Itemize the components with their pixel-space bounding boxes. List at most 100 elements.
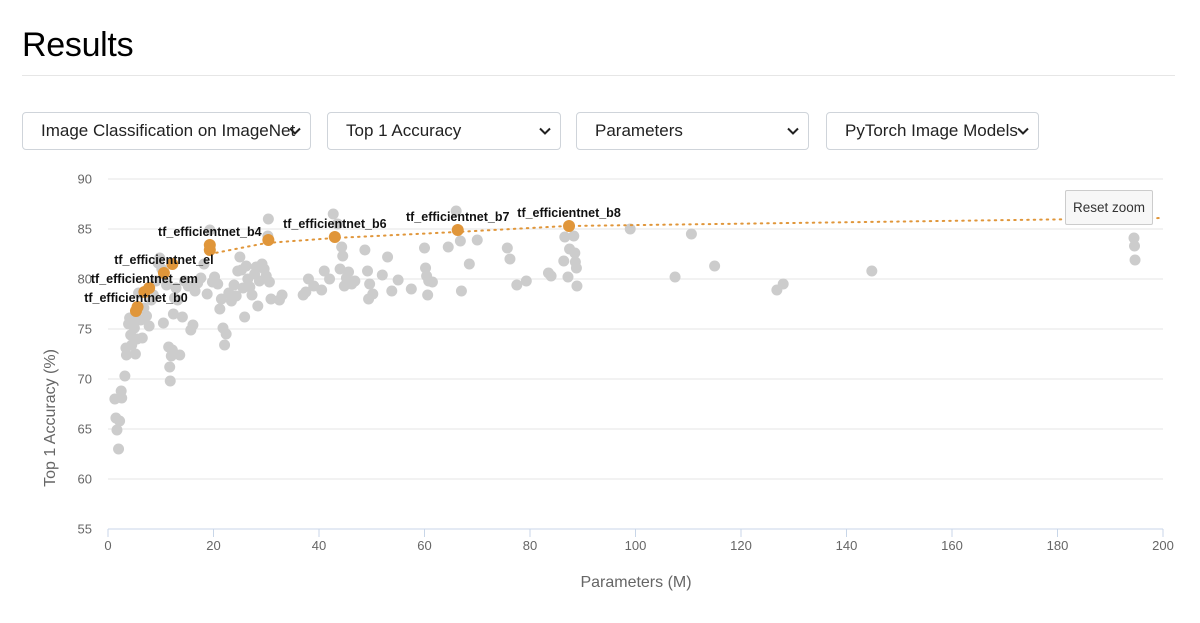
data-point [161, 279, 173, 291]
x-axis-select[interactable]: Parameters [576, 112, 809, 150]
chevron-down-icon [787, 127, 799, 135]
data-point [866, 265, 878, 277]
point-labels: tf_efficientnet_b0 tf_efficientnet_em tf_e… [84, 206, 621, 305]
data-point [442, 241, 454, 253]
y-tick-label: 55 [78, 522, 92, 537]
data-point [362, 265, 374, 277]
data-point [327, 208, 339, 220]
data-point [240, 260, 252, 272]
data-point [570, 262, 582, 274]
grid-lines [108, 178, 1163, 530]
data-point [228, 279, 240, 291]
data-point [669, 271, 681, 283]
data-point [198, 258, 210, 270]
y-tick-label: 80 [78, 272, 92, 287]
data-point [219, 339, 231, 351]
data-point [520, 275, 532, 287]
library-select[interactable]: PyTorch Image Models [826, 112, 1039, 150]
data-point [252, 300, 264, 312]
data-point [176, 311, 188, 323]
data-point [113, 443, 125, 455]
highlighted-points [129, 220, 576, 317]
data-point [334, 263, 346, 275]
data-point [336, 241, 348, 253]
metric-select[interactable]: Top 1 Accuracy [327, 112, 561, 150]
x-tick-label: 40 [312, 538, 326, 553]
data-point [246, 289, 258, 301]
data-point [215, 293, 227, 305]
x-tick-label: 20 [206, 538, 220, 553]
data-point [154, 252, 166, 264]
y-axis-ticks: 55 60 65 70 75 80 85 90 [78, 172, 92, 537]
x-tick-label: 0 [104, 538, 111, 553]
x-axis-select-value: Parameters [595, 121, 683, 140]
data-point [114, 415, 126, 427]
data-point [463, 258, 475, 270]
data-point [187, 319, 199, 331]
data-point [364, 278, 376, 290]
x-tick-label: 160 [941, 538, 963, 553]
highlighted-point [131, 301, 144, 313]
highlighted-point [203, 239, 216, 251]
data-point [234, 251, 246, 263]
data-point [111, 424, 123, 436]
data-point [164, 375, 176, 387]
data-point [164, 361, 176, 373]
data-point [265, 293, 277, 305]
data-point [263, 276, 275, 288]
data-point [558, 255, 570, 267]
x-tick-label: 180 [1047, 538, 1069, 553]
title-divider [22, 75, 1175, 76]
data-point [545, 270, 557, 282]
data-point [568, 230, 580, 242]
data-point [405, 283, 417, 295]
y-tick-label: 70 [78, 372, 92, 387]
x-tick-label: 200 [1152, 538, 1174, 553]
data-point [172, 294, 184, 306]
highlighted-point [166, 258, 179, 270]
data-point [1129, 240, 1141, 252]
data-point [143, 320, 155, 332]
data-point [129, 348, 141, 360]
y-tick-label: 65 [78, 422, 92, 437]
x-tick-label: 60 [417, 538, 431, 553]
data-point [471, 234, 483, 246]
x-tick-label: 120 [730, 538, 752, 553]
data-point [128, 322, 140, 334]
x-tick-label: 140 [836, 538, 858, 553]
page-title: Results [22, 26, 134, 64]
data-point [136, 332, 148, 344]
point-label: tf_efficientnet_el [114, 253, 213, 267]
data-point [239, 311, 251, 323]
point-label: tf_efficientnet_b0 [84, 291, 188, 305]
data-point [562, 271, 574, 283]
y-tick-label: 60 [78, 472, 92, 487]
data-point [367, 288, 379, 300]
x-axis-title: Parameters (M) [580, 574, 691, 591]
data-point [174, 349, 186, 361]
data-point [204, 224, 216, 236]
data-point [624, 223, 636, 235]
data-point [214, 303, 226, 315]
reset-zoom-button[interactable]: Reset zoom [1065, 190, 1153, 225]
data-point [359, 244, 371, 256]
data-point [220, 328, 232, 340]
data-point [511, 279, 523, 291]
data-point [230, 290, 242, 302]
data-point [422, 289, 434, 301]
data-point [1129, 254, 1141, 266]
data-point [504, 253, 516, 265]
data-point [212, 278, 224, 290]
data-point [559, 231, 571, 243]
highlighted-point [157, 267, 170, 279]
point-label: tf_efficientnet_b8 [517, 206, 621, 220]
point-label: tf_efficientnet_b6 [283, 217, 387, 231]
data-point [300, 286, 312, 298]
data-point [386, 285, 398, 297]
data-point [382, 251, 394, 263]
x-tick-label: 100 [625, 538, 647, 553]
metric-select-value: Top 1 Accuracy [346, 121, 462, 140]
library-select-value: PyTorch Image Models [845, 121, 1018, 140]
task-select[interactable]: Image Classification on ImageNet [22, 112, 311, 150]
highlighted-point [563, 220, 576, 232]
